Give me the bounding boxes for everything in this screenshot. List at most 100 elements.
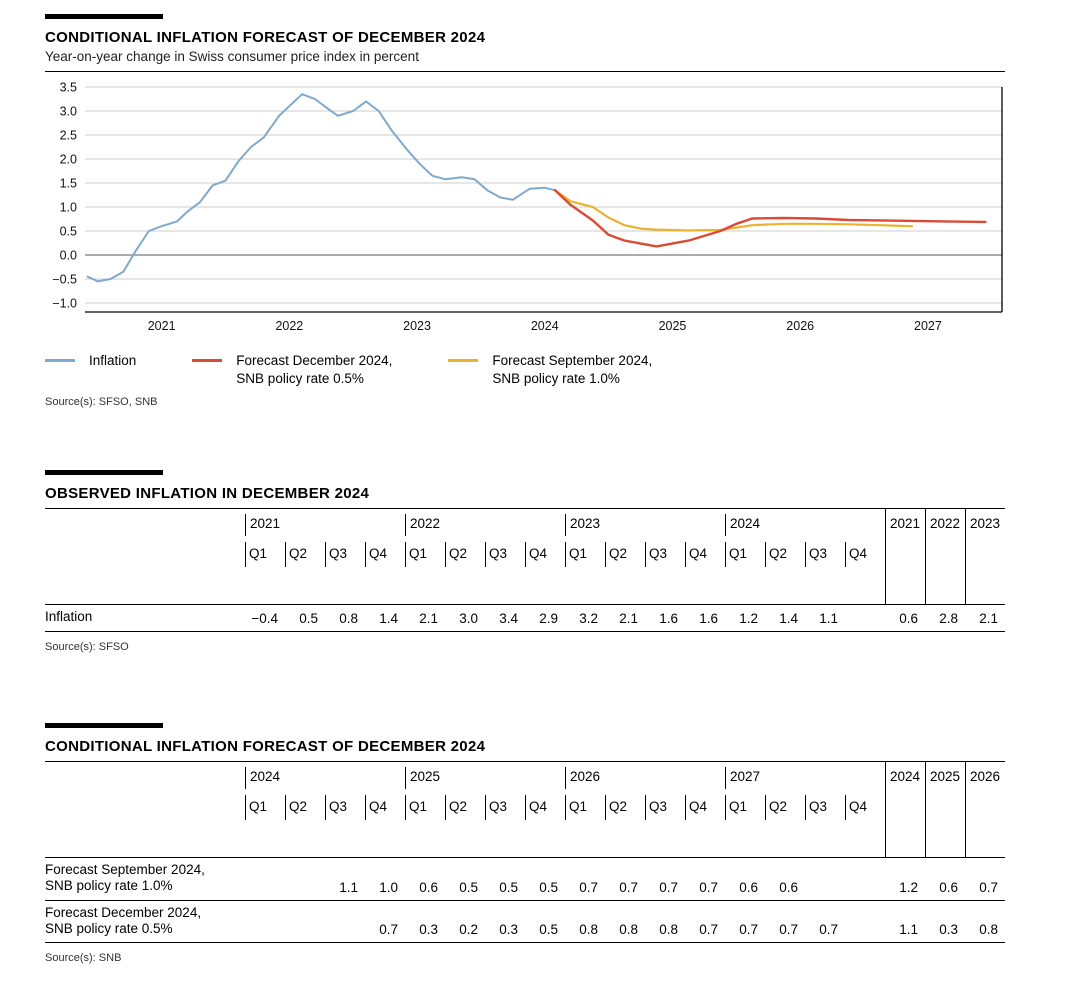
section-accent-bar <box>45 722 163 728</box>
y-tick-label: 0.5 <box>60 225 77 239</box>
x-tick-label: 2022 <box>275 319 303 333</box>
value-cell: 1.1 <box>339 879 358 895</box>
observed-inflation-section: OBSERVED INFLATION IN DECEMBER 2024 2021… <box>45 470 1005 653</box>
legend-line-swatch-forecast-december <box>192 359 223 362</box>
quarter-header: Q1 <box>565 539 605 571</box>
value-cell: 2.9 <box>539 610 558 626</box>
quarter-header: Q1 <box>725 539 765 571</box>
value-cell: 1.2 <box>739 610 758 626</box>
chart-title: CONDITIONAL INFLATION FORECAST OF DECEMB… <box>45 29 486 46</box>
conditional-forecast-table: 2024 Q1 Q2 Q3 Q4 2025 Q1 Q2 Q3 Q4 2026 Q1 Q2 Q3 Q4 2027… <box>45 761 1005 944</box>
x-tick-label: 2021 <box>148 319 176 333</box>
quarter-header: Q3 <box>645 792 685 824</box>
inflation-line <box>86 93 556 283</box>
year-group-header: 2024 <box>725 509 885 539</box>
y-tick-label: 3.5 <box>60 81 77 95</box>
value-cell: 2.1 <box>619 610 638 626</box>
row-label: Inflation <box>45 609 93 625</box>
quarter-header: Q3 <box>485 539 525 571</box>
divider <box>45 71 1005 72</box>
value-cell: 1.4 <box>379 610 398 626</box>
quarter-header: Q4 <box>845 792 885 824</box>
quarter-header: Q4 <box>525 792 565 824</box>
y-tick-label: 2.0 <box>60 153 77 167</box>
y-tick-label: −1.0 <box>52 297 77 311</box>
year-group-header: 2023 <box>565 509 725 539</box>
quarter-header: Q4 <box>365 792 405 824</box>
legend-label: Forecast September 2024, SNB policy rate … <box>492 353 653 386</box>
y-tick-label: 1.0 <box>60 201 77 215</box>
quarter-header: Q3 <box>805 539 845 571</box>
forecast-table-title: CONDITIONAL INFLATION FORECAST OF DECEMB… <box>45 737 486 755</box>
legend-item-inflation: Inflation <box>45 352 136 387</box>
quarter-header: Q2 <box>605 792 645 824</box>
value-cell: 1.0 <box>379 879 398 895</box>
table-row: Inflation −0.4 0.5 0.8 1.4 2.1 3.0 3.4 2.9 3.2 2.1… <box>45 605 1005 632</box>
observed-inflation-table: 2021 Q1 Q2 Q3 Q4 2022 Q1 Q2 Q3 Q4 2023 Q1 Q2 Q3 Q4 2024… <box>45 509 1005 632</box>
quarter-header: Q1 <box>245 792 285 824</box>
observed-table-source: Source(s): SFSO <box>45 640 129 653</box>
value-cell: 0.3 <box>499 922 518 938</box>
year-group-header: 2022 <box>405 509 565 539</box>
value-cell: 0.8 <box>339 610 358 626</box>
quarter-header: Q2 <box>605 539 645 571</box>
legend-line-swatch-inflation <box>45 359 75 362</box>
value-cell: 0.7 <box>579 879 598 895</box>
value-cell: 0.5 <box>459 879 478 895</box>
value-cell: 1.2 <box>899 879 918 895</box>
value-cell: 0.5 <box>539 922 558 938</box>
value-cell: 0.7 <box>779 922 798 938</box>
x-tick-label: 2026 <box>786 319 814 333</box>
chart-source: Source(s): SFSO, SNB <box>45 396 158 409</box>
x-tick-label: 2027 <box>914 319 942 333</box>
y-tick-label: 0.0 <box>60 249 77 263</box>
legend-line-swatch-forecast-september <box>448 359 479 362</box>
annual-column-header: 2021 <box>885 509 925 605</box>
value-cell: 1.1 <box>819 610 838 626</box>
value-cell: 0.6 <box>939 879 958 895</box>
quarter-header: Q4 <box>365 539 405 571</box>
value-cell: 0.3 <box>939 922 958 938</box>
table-row: Forecast December 2024, SNB policy rate 0… <box>45 901 1005 944</box>
value-cell: 2.1 <box>419 610 438 626</box>
quarter-header: Q2 <box>765 792 805 824</box>
year-group-header: 2024 <box>245 762 405 792</box>
value-cell: 3.4 <box>499 610 518 626</box>
value-cell: 1.6 <box>659 610 678 626</box>
value-cell: 1.4 <box>779 610 798 626</box>
quarter-header: Q2 <box>445 539 485 571</box>
value-cell: 2.8 <box>939 610 958 626</box>
forecast-table-section: CONDITIONAL INFLATION FORECAST OF DECEMB… <box>45 722 1005 964</box>
y-tick-label: −0.5 <box>52 273 77 287</box>
value-cell: 0.7 <box>699 922 718 938</box>
value-cell: 0.6 <box>899 610 918 626</box>
row-label: Forecast September 2024, SNB policy rate … <box>45 861 205 894</box>
value-cell: 2.1 <box>979 610 998 626</box>
value-cell: 0.6 <box>419 879 438 895</box>
value-cell: 0.8 <box>579 922 598 938</box>
annual-column-header: 2022 <box>925 509 965 605</box>
value-cell: 0.3 <box>419 922 438 938</box>
year-group-header: 2021 <box>245 509 405 539</box>
value-cell: 0.5 <box>299 610 318 626</box>
value-cell: 0.2 <box>459 922 478 938</box>
y-tick-label: 2.5 <box>60 129 77 143</box>
quarter-header: Q1 <box>245 539 285 571</box>
value-cell: 0.7 <box>819 922 838 938</box>
chart-legend: Inflation Forecast December 2024, SNB poli… <box>45 352 1005 387</box>
quarter-header: Q2 <box>445 792 485 824</box>
annual-column-header: 2023 <box>965 509 1005 605</box>
table-row: Forecast September 2024, SNB policy rate … <box>45 858 1005 901</box>
divider <box>45 508 1005 510</box>
header-label-spacer <box>45 762 245 857</box>
value-cell: −0.4 <box>251 610 278 626</box>
value-cell: 3.0 <box>459 610 478 626</box>
legend-item-forecast-december: Forecast December 2024, SNB policy rate 0… <box>192 352 392 387</box>
quarter-header: Q4 <box>845 539 885 571</box>
observed-table-title: OBSERVED INFLATION IN DECEMBER 2024 <box>45 485 370 503</box>
year-group-header: 2027 <box>725 762 885 792</box>
quarter-header: Q4 <box>525 539 565 571</box>
quarter-header: Q2 <box>285 792 325 824</box>
divider <box>45 760 1005 762</box>
table-header: 2024 Q1 Q2 Q3 Q4 2025 Q1 Q2 Q3 Q4 2026 Q1 Q2 Q3 Q4 2027… <box>45 761 1005 858</box>
